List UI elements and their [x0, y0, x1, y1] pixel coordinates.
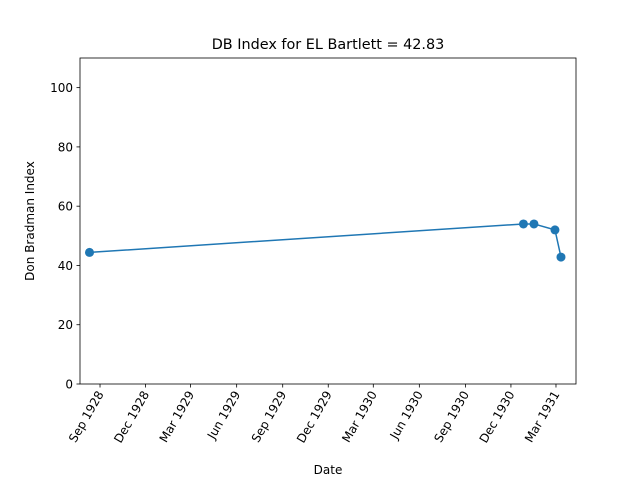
chart-title: DB Index for EL Bartlett = 42.83 — [212, 37, 445, 53]
y-tick-label: 100 — [50, 81, 73, 95]
y-axis-label: Don Bradman Index — [23, 161, 37, 281]
series-layer — [85, 219, 566, 262]
y-tick-label: 40 — [58, 259, 73, 273]
y-axis: 0 20 40 60 80 100 — [50, 81, 80, 392]
y-tick-label: 60 — [58, 200, 73, 214]
y-tick-label: 0 — [65, 378, 73, 392]
data-point — [85, 247, 95, 257]
plot-area — [79, 57, 577, 385]
axes-frame — [79, 57, 577, 385]
y-tick-label: 20 — [58, 318, 73, 332]
data-point — [529, 219, 539, 229]
data-point — [518, 219, 528, 229]
y-tick-label: 80 — [58, 140, 73, 154]
data-point — [550, 225, 560, 235]
x-axis-label: Date — [314, 463, 343, 477]
data-point — [556, 252, 566, 262]
